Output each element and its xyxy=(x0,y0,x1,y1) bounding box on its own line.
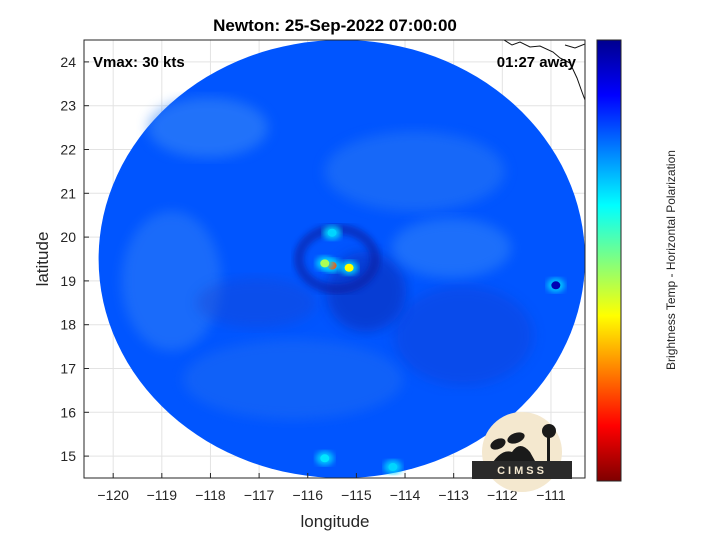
swath-texture xyxy=(391,218,512,279)
logo-banner xyxy=(472,461,572,479)
satellite-dish-icon xyxy=(490,438,506,450)
swath-layer xyxy=(98,40,585,478)
y-tick-label: 16 xyxy=(60,404,76,420)
chart-title: Newton: 25-Sep-2022 07:00:00 xyxy=(213,16,457,35)
water-tower-tank-icon xyxy=(542,424,556,438)
colorbar: Brightness Temp - Horizontal Polarizatio… xyxy=(596,39,678,482)
time-away-annotation: 01:27 away xyxy=(497,54,577,71)
x-axis-label: longitude xyxy=(300,512,369,531)
satellite-dish-icon xyxy=(507,432,525,444)
cimss-logo: CIMSS xyxy=(472,412,572,492)
y-tick-label: 17 xyxy=(60,361,76,377)
y-tick-label: 24 xyxy=(60,54,76,70)
swath-texture xyxy=(324,131,505,212)
coastline xyxy=(503,40,585,101)
x-tick-label: −118 xyxy=(195,487,226,503)
x-tick-label: −117 xyxy=(244,487,275,503)
cold-feature xyxy=(344,263,354,272)
y-tick-label: 18 xyxy=(60,317,76,333)
x-axis-ticks: −120 −119 −118 −117 −116 −115 −114 −113 −112 −111 xyxy=(97,473,566,503)
cold-feature xyxy=(320,259,330,268)
cold-feature xyxy=(320,454,330,463)
x-tick-label: −112 xyxy=(487,487,518,503)
x-tick-label: −111 xyxy=(536,487,566,503)
y-tick-label: 20 xyxy=(60,229,76,245)
swath-texture xyxy=(121,210,222,351)
swath-texture xyxy=(148,97,269,158)
swath-texture xyxy=(183,339,404,420)
colorbar-bar xyxy=(596,39,622,482)
x-tick-label: −116 xyxy=(292,487,323,503)
y-axis-label: latitude xyxy=(33,232,52,287)
y-tick-label: 15 xyxy=(60,448,76,464)
swath-texture xyxy=(393,285,534,386)
y-axis-ticks: 15 16 17 18 19 20 21 22 23 24 xyxy=(60,54,89,464)
y-tick-label: 21 xyxy=(60,185,76,201)
plot-area: −120 −119 −118 −117 −116 −115 −114 −113 −112 −111… xyxy=(60,39,586,503)
x-tick-label: −113 xyxy=(438,487,469,503)
colorbar-label: Brightness Temp - Horizontal Polarizatio… xyxy=(664,150,678,370)
water-tower-icon xyxy=(547,436,550,462)
cold-feature xyxy=(388,463,398,472)
cold-feature xyxy=(551,281,561,290)
logo-text: CIMSS xyxy=(497,465,547,477)
cold-features xyxy=(315,225,565,475)
microwave-swath xyxy=(98,40,585,478)
x-tick-label: −119 xyxy=(147,487,178,503)
x-tick-label: −120 xyxy=(97,487,129,503)
cold-feature xyxy=(327,228,337,237)
coastline-island xyxy=(564,43,585,49)
y-tick-label: 19 xyxy=(60,273,76,289)
y-tick-label: 22 xyxy=(60,142,76,158)
plot-frame xyxy=(83,39,586,479)
vmax-annotation: Vmax: 30 kts xyxy=(93,54,185,71)
swath-texture xyxy=(196,277,317,328)
x-tick-label: −115 xyxy=(341,487,372,503)
y-tick-label: 23 xyxy=(60,98,76,114)
x-tick-label: −114 xyxy=(390,487,421,503)
